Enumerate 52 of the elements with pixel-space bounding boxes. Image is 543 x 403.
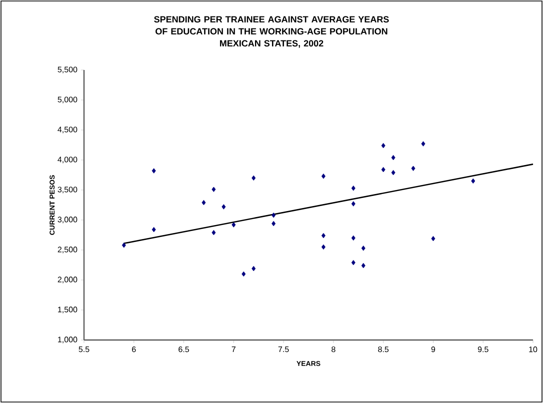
- point: [321, 232, 326, 238]
- point: [391, 170, 396, 176]
- x-tick-label: 7.5: [278, 346, 289, 352]
- point: [272, 212, 276, 218]
- y-tick-label: 3,500: [58, 186, 78, 194]
- point: [232, 222, 236, 228]
- x-tick-label: 6.5: [178, 346, 190, 352]
- point: [321, 244, 326, 250]
- point: [351, 186, 356, 191]
- x-tick-label: 9.5: [478, 346, 488, 352]
- point: [351, 260, 356, 266]
- point: [202, 200, 206, 206]
- point: [252, 175, 256, 181]
- x-tick-label: 5.5: [78, 346, 90, 352]
- y-tick-label: 4,000: [58, 156, 78, 164]
- point: [212, 186, 216, 192]
- x-tick-label: 9: [431, 346, 436, 352]
- x-tick-label: 10: [529, 346, 538, 352]
- y-tick-label: 1,500: [58, 306, 78, 314]
- chart-subtitle: MEXICAN STATES, 2002: [220, 40, 324, 48]
- point: [122, 242, 126, 248]
- point: [431, 236, 436, 242]
- chart-title: SPENDING PER TRAINEE AGAINST AVERAGE YEARS OF EDUCATION IN THE WORKING-AGE POPULATION: [154, 16, 389, 35]
- y-tick-label: 4,500: [58, 126, 78, 134]
- x-tick-label: 8: [332, 346, 336, 352]
- point: [152, 168, 156, 174]
- x-tick-label: 6: [132, 346, 136, 352]
- point: [321, 174, 326, 179]
- y-tick-label: 5,000: [58, 96, 78, 104]
- point: [421, 141, 426, 146]
- point: [381, 142, 386, 148]
- point: [272, 220, 276, 226]
- point: [381, 166, 386, 172]
- point: [361, 262, 366, 268]
- point: [242, 271, 246, 277]
- x-tick-label: 7: [232, 346, 236, 352]
- point: [361, 246, 366, 251]
- y-tick-label: 5,500: [58, 66, 78, 74]
- point: [212, 230, 216, 236]
- point: [471, 178, 476, 184]
- y-tick-label: 2,500: [58, 246, 78, 254]
- y-tick-label: 1,000: [58, 336, 78, 344]
- point: [351, 235, 356, 241]
- point: [351, 201, 356, 206]
- point: [152, 226, 156, 232]
- x-tick-label: 8.5: [378, 346, 389, 352]
- point: [252, 266, 256, 272]
- point: [391, 154, 396, 160]
- y-tick-label: 2,000: [58, 276, 78, 284]
- point: [222, 204, 226, 210]
- point: [411, 166, 416, 171]
- y-tick-label: 3,000: [58, 216, 78, 224]
